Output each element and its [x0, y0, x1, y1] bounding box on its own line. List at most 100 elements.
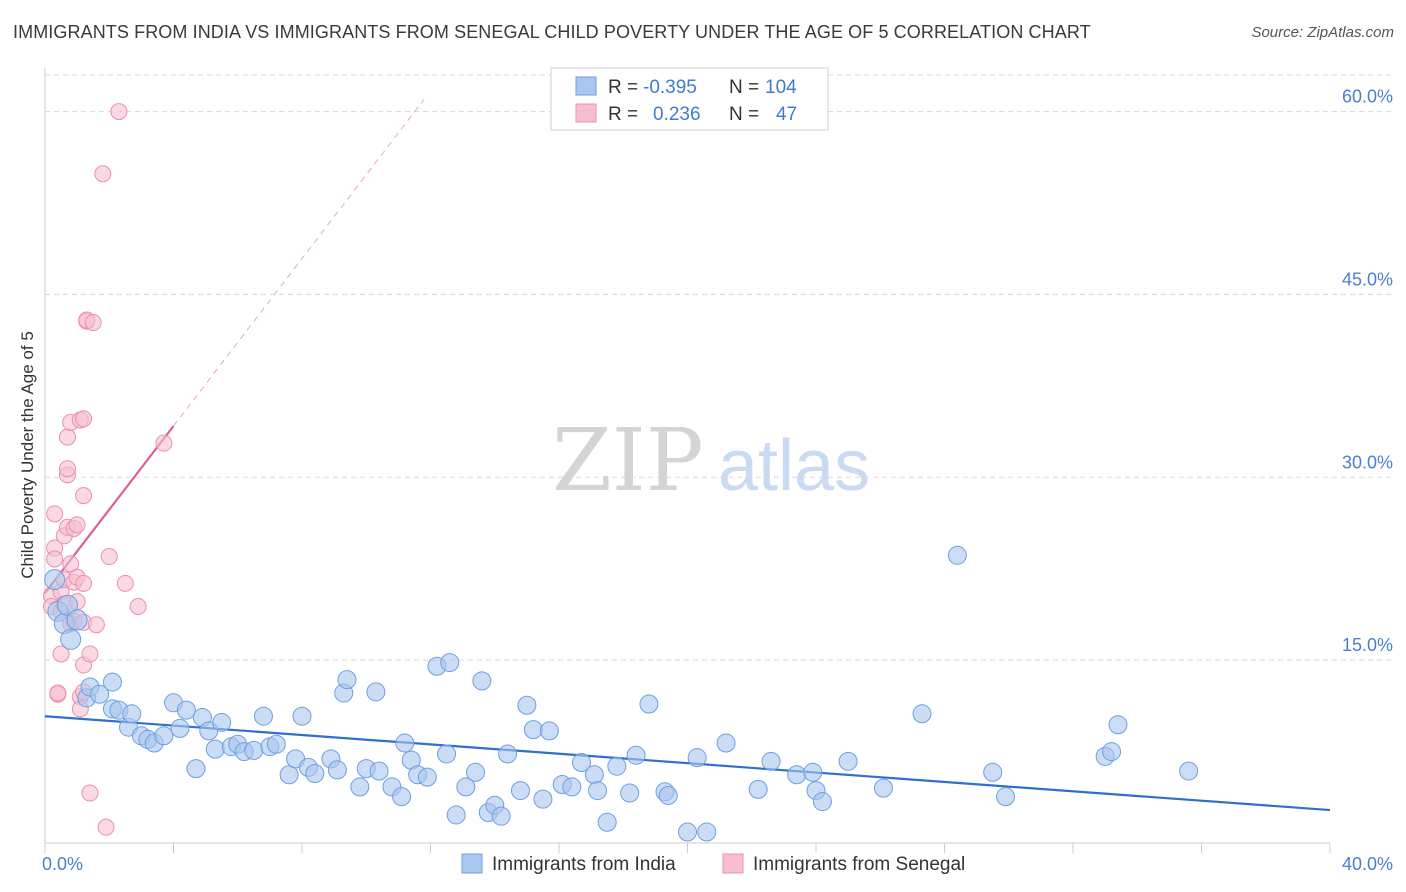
- senegal-point: [58, 428, 76, 446]
- watermark-zip: ZIP: [552, 411, 704, 511]
- india-point: [716, 733, 736, 753]
- india-point: [588, 781, 608, 801]
- india-points: [44, 545, 1199, 842]
- india-point: [446, 805, 466, 825]
- senegal-point: [116, 574, 134, 592]
- x-tick-label: 0.0%: [42, 854, 83, 874]
- india-point: [1102, 742, 1122, 762]
- senegal-point: [97, 818, 115, 836]
- senegal-point: [58, 460, 76, 478]
- india-point: [678, 822, 697, 842]
- india-point: [472, 671, 492, 691]
- senegal-point: [68, 516, 86, 534]
- india-point: [440, 653, 460, 673]
- senegal-point: [81, 784, 99, 802]
- watermark-atlas: atlas: [718, 426, 870, 506]
- india-point: [350, 777, 370, 797]
- legend-senegal-n-value: 47: [776, 104, 797, 125]
- india-point: [60, 628, 82, 650]
- bottom-legend-india-swatch: [461, 853, 483, 874]
- india-point: [491, 806, 511, 826]
- india-point: [465, 762, 485, 782]
- india-point: [517, 695, 537, 715]
- senegal-point: [100, 548, 118, 566]
- india-point: [44, 569, 66, 591]
- india-point: [56, 594, 78, 616]
- legend-india-n-label: N =: [729, 77, 759, 98]
- grid: [45, 74, 1395, 661]
- india-point: [607, 756, 627, 776]
- india-point: [366, 682, 386, 702]
- legend-senegal-r-value: 0.236: [653, 104, 701, 125]
- india-point: [437, 744, 457, 764]
- india-point: [787, 765, 807, 785]
- india-point: [305, 764, 325, 784]
- x-tick-label: 40.0%: [1342, 854, 1393, 874]
- india-point: [498, 744, 518, 764]
- senegal-points: [42, 103, 173, 836]
- india-point: [584, 765, 604, 785]
- india-point: [1108, 715, 1128, 735]
- india-point: [620, 783, 640, 803]
- india-point: [523, 720, 543, 740]
- legend-senegal-r-label: R =: [608, 104, 638, 125]
- y-tick-label: 60.0%: [1342, 87, 1393, 107]
- india-point: [212, 712, 232, 732]
- india-point: [803, 762, 823, 782]
- india-point: [253, 706, 273, 726]
- india-point: [658, 785, 678, 805]
- chart-title: IMMIGRANTS FROM INDIA VS IMMIGRANTS FROM…: [13, 22, 1091, 42]
- y-tick-label: 30.0%: [1342, 452, 1393, 472]
- bottom-legend-senegal-label: Immigrants from Senegal: [753, 854, 965, 875]
- legend-india-n-value: 104: [765, 77, 797, 98]
- india-point: [947, 545, 967, 565]
- legend-box: [550, 67, 829, 131]
- senegal-point: [87, 616, 105, 634]
- legend-india-r-value: -0.395: [643, 77, 697, 98]
- india-point: [687, 748, 707, 768]
- india-point: [639, 694, 659, 714]
- india-trend-line: [44, 715, 1331, 812]
- bottom-legend-india-label: Immigrants from India: [492, 854, 676, 875]
- india-point: [626, 745, 646, 765]
- india-point: [266, 734, 286, 754]
- india-point: [186, 759, 206, 779]
- y-axis-title: Child Poverty Under the Age of 5: [18, 331, 37, 579]
- senegal-point: [52, 645, 70, 663]
- senegal-point: [155, 434, 173, 452]
- source-label: Source: ZipAtlas.com: [1251, 24, 1394, 41]
- india-point: [912, 704, 932, 724]
- india-point: [205, 739, 225, 759]
- india-point: [122, 704, 142, 724]
- india-point: [66, 609, 88, 631]
- india-point: [292, 706, 312, 726]
- india-point: [983, 762, 1003, 782]
- senegal-trend-extension: [173, 99, 425, 427]
- india-point: [1179, 761, 1199, 781]
- india-point: [571, 753, 591, 773]
- india-point: [102, 672, 122, 692]
- india-point: [838, 751, 858, 771]
- india-point: [996, 787, 1016, 807]
- india-point: [90, 684, 110, 704]
- legend-senegal-n-label: N =: [729, 104, 759, 125]
- senegal-point: [81, 645, 99, 663]
- legend-senegal-swatch: [575, 103, 597, 123]
- india-point: [456, 777, 476, 797]
- india-point: [417, 767, 437, 787]
- series-legend: Immigrants from India Immigrants from Se…: [461, 853, 965, 875]
- india-point: [539, 721, 559, 741]
- india-point: [510, 781, 530, 801]
- senegal-point: [75, 487, 93, 505]
- india-point: [873, 778, 893, 798]
- y-tick-label: 45.0%: [1342, 269, 1393, 289]
- india-point: [244, 740, 264, 760]
- senegal-point: [49, 684, 67, 702]
- tick-labels: 15.0% 30.0% 45.0% 60.0% 0.0% 40.0%: [42, 87, 1393, 874]
- india-point: [392, 787, 412, 807]
- india-point: [597, 812, 617, 832]
- india-point: [562, 777, 582, 797]
- correlation-legend: R = -0.395 N = 104 R = 0.236 N = 47: [550, 67, 829, 131]
- senegal-point: [46, 550, 64, 568]
